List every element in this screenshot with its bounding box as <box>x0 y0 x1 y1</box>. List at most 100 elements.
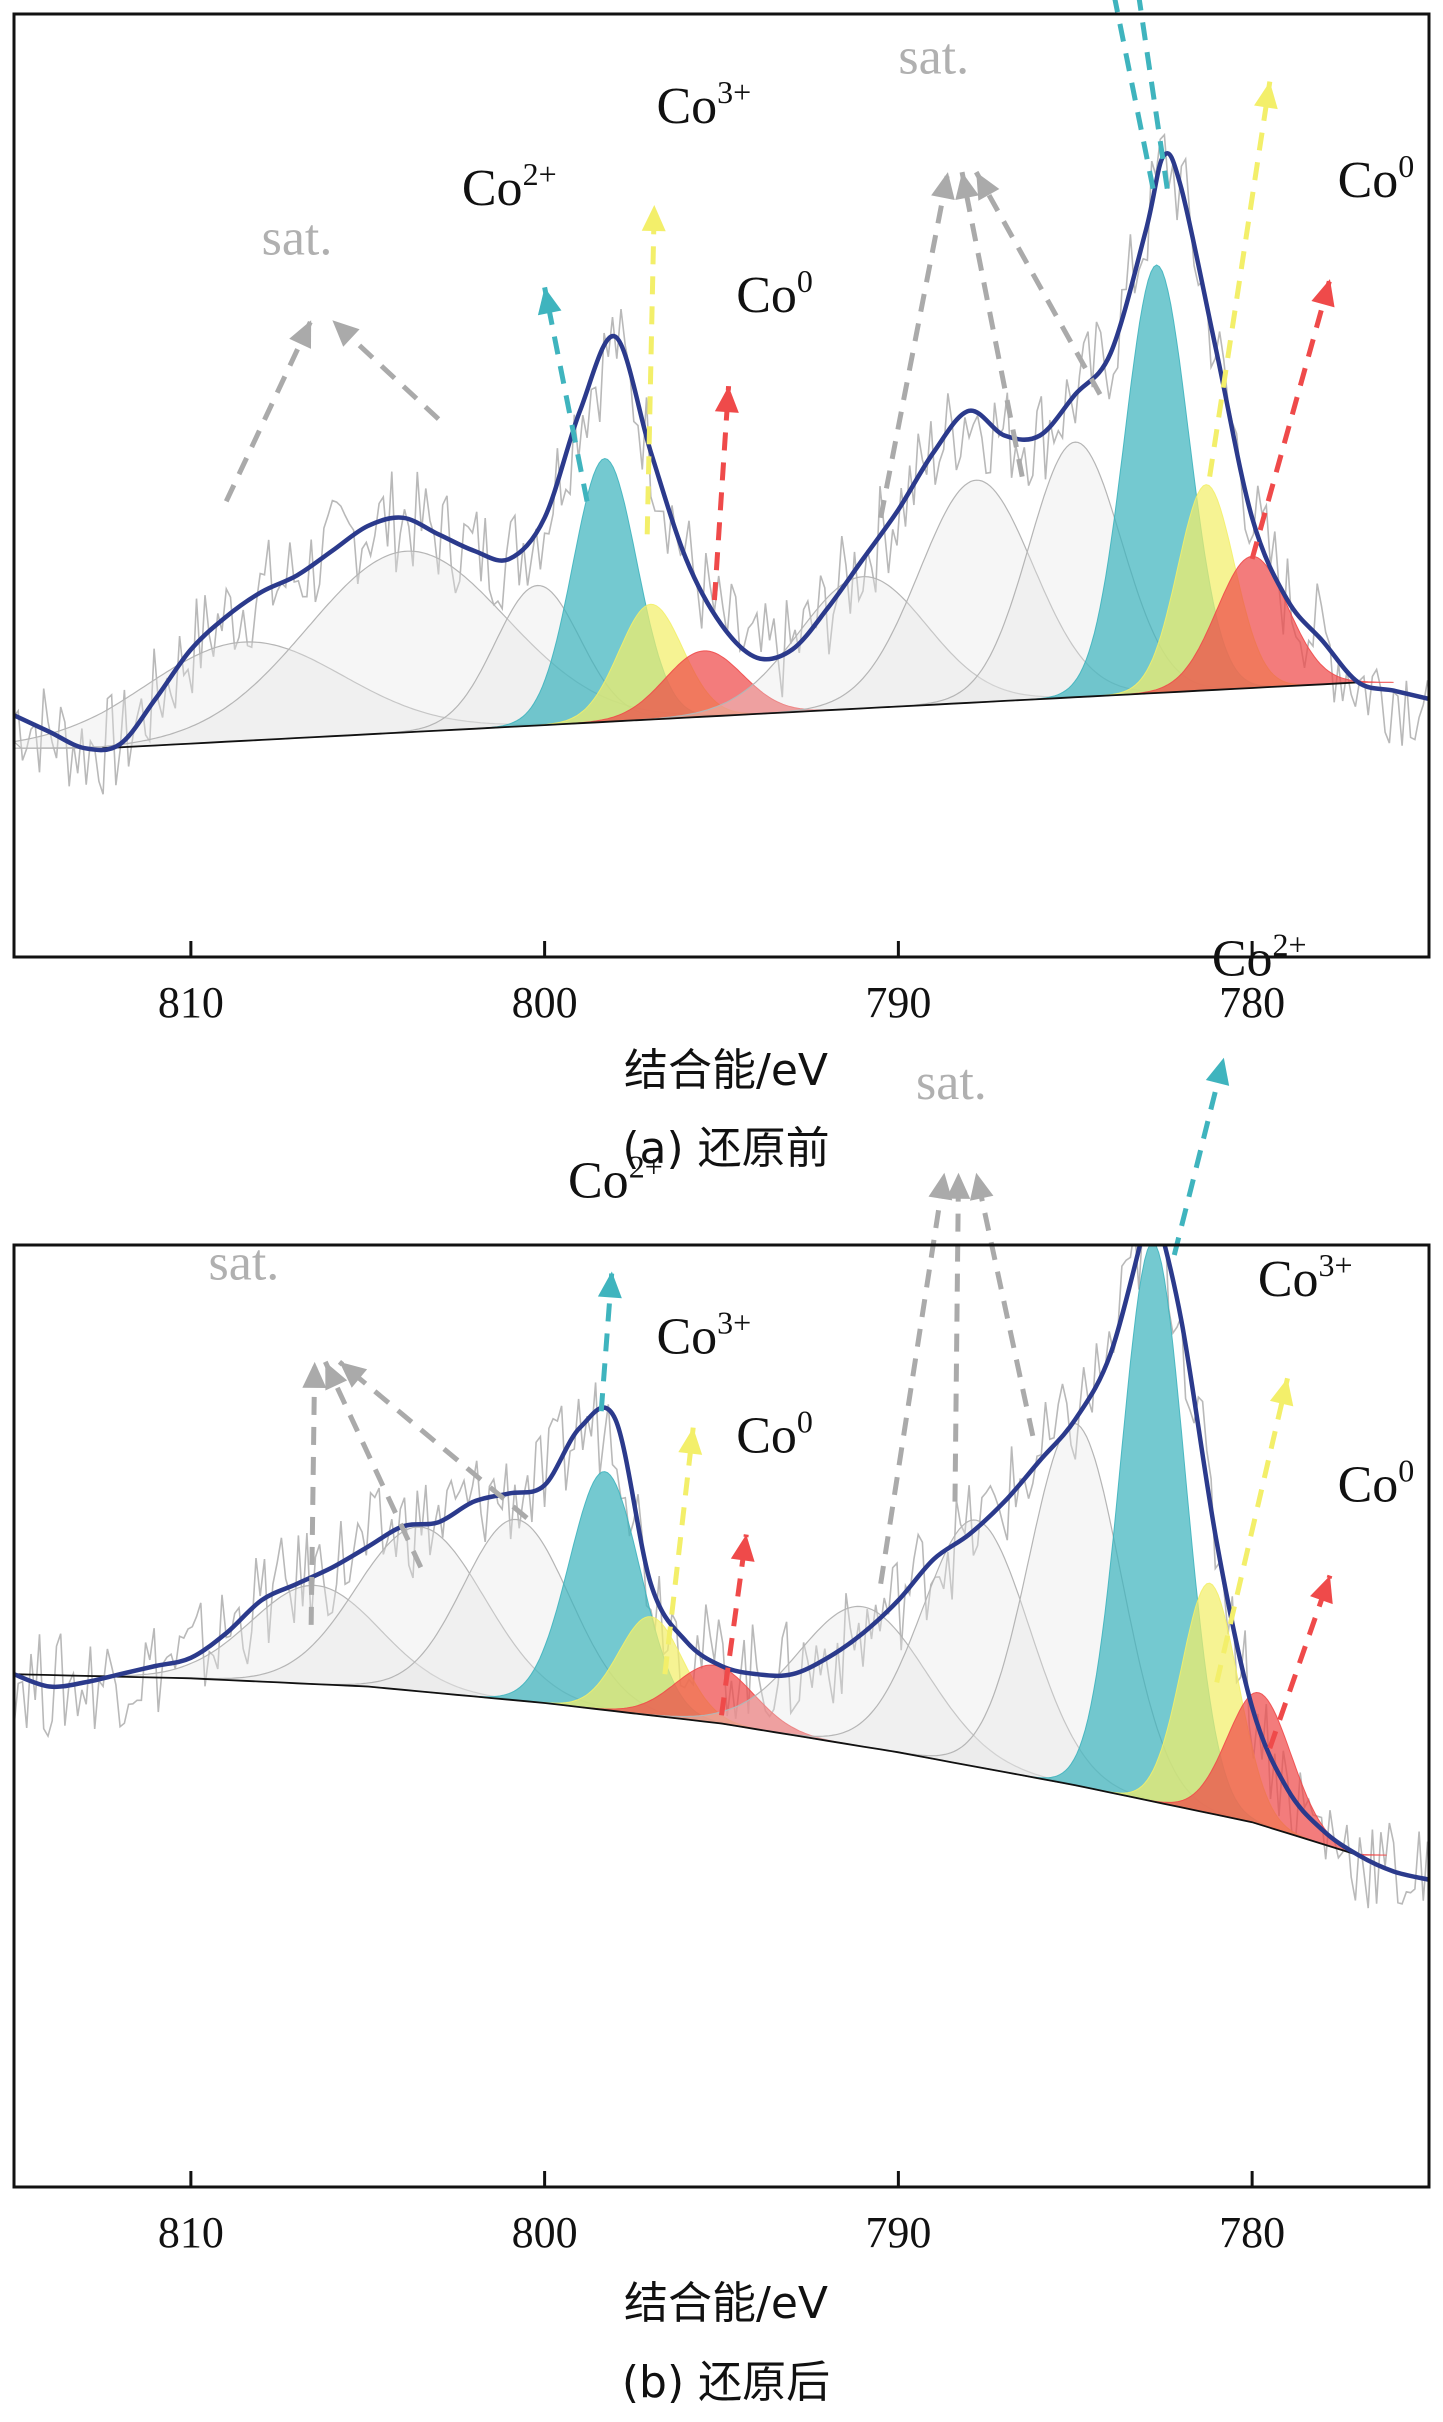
annotation-arrow-line <box>878 171 951 519</box>
annotation-arrow-line <box>323 1360 424 1569</box>
annotation-label-2: Co3+ <box>656 1305 751 1366</box>
annotation-superscript: 0 <box>1398 148 1414 184</box>
x-axis-title-b: 结合能/eV <box>624 2278 828 2329</box>
annotation-arrow-head <box>946 1172 971 1199</box>
annotation-arrow-head <box>325 1361 348 1391</box>
annotation-arrow-head <box>1269 1378 1294 1407</box>
caption-a: (a) 还原前 <box>622 1123 829 1174</box>
annotation-superscript: 3+ <box>1319 1247 1353 1283</box>
annotation-label-1: Co2+ <box>568 1148 663 1209</box>
annotation-superscript: 2+ <box>523 156 557 192</box>
annotation-arrow-head <box>1311 279 1335 308</box>
annotation-arrow-line <box>959 171 1025 478</box>
annotation-label-0: sat. <box>209 1235 280 1292</box>
annotation-base: sat. <box>262 209 333 266</box>
annotation-arrow-head <box>730 1534 755 1562</box>
annotation-base: Co <box>462 160 523 217</box>
annotation-superscript: 0 <box>797 263 813 299</box>
annotation-base: Co <box>736 267 797 324</box>
annotation-arrow-line <box>952 1172 962 1502</box>
annotation-label-0: sat. <box>262 209 333 266</box>
annotation-arrow-line <box>974 170 1103 396</box>
annotation-arrow-head <box>1205 1057 1230 1086</box>
plot-frame <box>12 1243 1431 2189</box>
annotation-label-2: Co3+ <box>656 74 751 135</box>
annotation-superscript: 2+ <box>629 1148 663 1184</box>
envelope-fit <box>14 151 1429 753</box>
annotation-arrow-head <box>928 1172 953 1201</box>
annotation-arrow-line <box>1207 81 1273 478</box>
annotation-arrow-line <box>1112 0 1156 190</box>
annotation-label-6: Co3+ <box>1258 0 1353 11</box>
annotation-arrow-head <box>289 320 312 349</box>
annotation-arrow-head <box>597 1271 622 1299</box>
annotation-arrow-head <box>678 1427 703 1455</box>
annotation-superscript: 0 <box>797 1403 813 1439</box>
annotation-superscript: 2+ <box>1273 927 1307 963</box>
x-tick-label: 810 <box>158 978 224 1027</box>
annotation-arrow-line <box>711 385 732 601</box>
annotation-arrow-line <box>223 319 314 503</box>
plot-frame <box>12 12 1431 959</box>
x-tick-label: 800 <box>512 978 578 1027</box>
annotation-superscript: 3+ <box>717 74 751 110</box>
annotation-label-7: Co0 <box>1338 1453 1415 1514</box>
annotation-base: Co <box>656 78 717 135</box>
annotation-label-4: sat. <box>916 1054 987 1111</box>
annotation-arrow-head <box>1310 1575 1333 1605</box>
annotation-arrow-line <box>1171 1057 1227 1256</box>
annotation-arrow-line <box>1214 1377 1290 1684</box>
annotation-arrow-line <box>662 1427 696 1675</box>
annotation-base: sat. <box>209 1235 280 1292</box>
caption-b: (b) 还原后 <box>622 2357 830 2408</box>
annotation-arrow-line <box>719 1534 749 1716</box>
annotation-arrow-head <box>969 1172 994 1201</box>
annotation-base: Co <box>1212 931 1273 988</box>
annotation-base: sat. <box>898 28 969 85</box>
annotation-arrow-head <box>955 172 979 200</box>
annotation-superscript: 3+ <box>717 1305 751 1341</box>
annotation-arrow-head <box>537 287 562 316</box>
annotation-base: Co <box>1338 152 1399 209</box>
x-tick-label: 810 <box>158 2208 224 2257</box>
annotation-arrow-line <box>644 205 657 535</box>
annotation-arrow-line <box>598 1271 615 1412</box>
annotation-base: sat. <box>916 1054 987 1111</box>
annotation-arrow-line <box>542 286 590 502</box>
annotation-base: Co <box>656 1309 717 1366</box>
annotation-arrow-line <box>1249 278 1333 560</box>
annotation-label-1: Co2+ <box>462 156 557 217</box>
annotation-arrow-head <box>976 172 1000 201</box>
annotation-base: Co <box>736 1407 797 1464</box>
annotation-arrow-head <box>931 172 955 200</box>
annotation-label-3: Co0 <box>736 1403 813 1464</box>
annotation-label-4: sat. <box>898 28 969 85</box>
plot-area <box>14 1245 1429 1909</box>
annotation-base: Co <box>1338 1457 1399 1514</box>
envelope-fit <box>14 1245 1429 1882</box>
annotation-arrow-line <box>337 1359 529 1520</box>
x-tick-label: 780 <box>1219 978 1285 1027</box>
annotation-base: Co <box>1258 1251 1319 1308</box>
baseline <box>102 681 1359 750</box>
annotation-label-5: Co2+ <box>1212 927 1307 988</box>
annotation-label-6: Co3+ <box>1258 1247 1353 1308</box>
annotation-arrow-head <box>714 386 739 413</box>
annotation-arrow-head <box>641 205 666 232</box>
raw-spectrum <box>14 1245 1429 1909</box>
annotation-arrow-line <box>878 1172 947 1585</box>
annotation-arrow-head <box>339 1361 368 1388</box>
plot-area <box>14 132 1429 795</box>
annotation-base: Co <box>1258 0 1319 11</box>
x-tick-label: 780 <box>1219 2208 1285 2257</box>
x-axis-title-a: 结合能/eV <box>624 1045 828 1096</box>
annotation-superscript: 0 <box>1398 1453 1414 1489</box>
annotation-base: Co <box>568 1152 629 1209</box>
baseline <box>14 1673 1359 1856</box>
annotation-arrow-line <box>1267 1574 1333 1750</box>
annotation-arrow-head <box>332 320 360 347</box>
annotation-label-7: Co0 <box>1338 148 1415 209</box>
annotation-arrow-line <box>973 1172 1036 1437</box>
annotation-arrow-line <box>1136 0 1170 189</box>
